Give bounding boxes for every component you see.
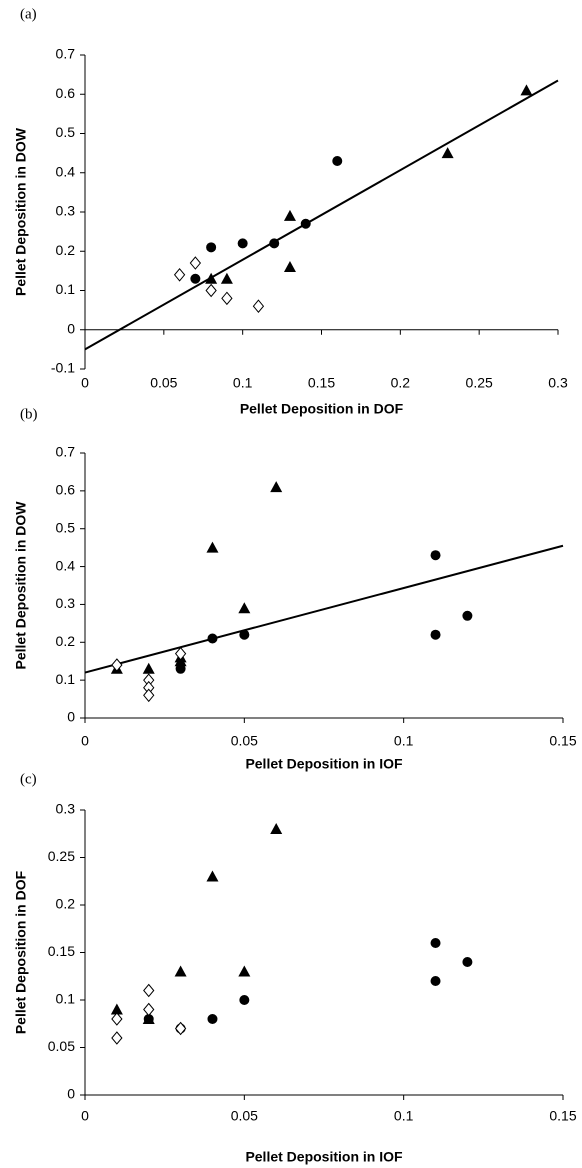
point-circle <box>239 995 250 1005</box>
trendline <box>84 79 559 351</box>
point-circle <box>239 629 250 640</box>
y-tick-label: 0.3 <box>56 801 76 817</box>
x-tick-label: 0.1 <box>233 375 253 391</box>
point-diamond <box>174 1021 187 1036</box>
x-tick-label: 0 <box>81 733 89 749</box>
point-triangle <box>520 84 533 96</box>
panel-label: (b) <box>20 406 38 422</box>
point-circle <box>462 610 473 621</box>
point-triangle <box>205 272 218 284</box>
x-tick-label: 0.1 <box>394 733 414 749</box>
y-tick-label: 0 <box>67 1086 75 1102</box>
point-circle <box>237 238 248 249</box>
point-circle <box>190 273 201 284</box>
point-diamond <box>143 983 155 998</box>
y-tick-label: 0.6 <box>56 482 76 498</box>
point-triangle <box>283 260 296 272</box>
point-circle <box>430 629 441 640</box>
point-triangle <box>142 1013 155 1024</box>
panel-label: (c) <box>20 771 37 787</box>
x-tick-label: 0.05 <box>231 733 258 749</box>
point-diamond <box>111 1031 123 1045</box>
point-circle <box>430 976 441 986</box>
x-axis-label: Pellet Deposition in IOF <box>245 756 403 772</box>
x-tick-label: 0.05 <box>150 375 177 391</box>
point-triangle <box>270 823 283 834</box>
x-tick-label: 0 <box>81 1108 89 1124</box>
point-diamond <box>111 1012 123 1026</box>
point-triangle <box>441 147 454 159</box>
y-tick-label: 0.6 <box>56 85 76 101</box>
point-triangle <box>283 209 296 221</box>
point-diamond <box>252 299 265 313</box>
x-tick-label: 0.3 <box>548 375 568 391</box>
point-circle <box>300 218 311 229</box>
y-tick-label: 0.2 <box>56 633 76 649</box>
point-triangle <box>142 662 155 674</box>
point-diamond <box>189 256 202 270</box>
y-tick-label: 0.4 <box>56 163 76 179</box>
y-tick-label: 0.25 <box>48 848 75 864</box>
y-tick-label: 0.1 <box>56 671 76 687</box>
point-circle <box>462 957 473 967</box>
trendline <box>84 544 564 674</box>
y-axis-label: Pellet Deposition in DOF <box>13 870 29 1034</box>
point-triangle <box>238 965 251 977</box>
y-tick-label: 0.4 <box>56 557 76 573</box>
point-triangle <box>110 1003 123 1015</box>
point-diamond <box>174 646 187 661</box>
y-tick-label: 0.1 <box>56 281 76 297</box>
x-tick-label: 0.1 <box>394 1108 414 1124</box>
panel-label: (a) <box>20 6 37 22</box>
y-tick-label: 0.2 <box>56 242 76 258</box>
x-tick-label: 0.15 <box>549 1108 576 1124</box>
y-tick-label: 0.2 <box>56 896 76 912</box>
x-tick-label: 0.15 <box>549 733 576 749</box>
y-tick-label: -0.1 <box>51 360 75 376</box>
point-diamond <box>205 283 217 298</box>
y-tick-label: 0.5 <box>56 519 76 535</box>
point-diamond <box>173 268 186 282</box>
point-circle <box>332 155 343 166</box>
point-circle <box>430 938 441 948</box>
point-circle <box>269 238 280 249</box>
point-diamond <box>111 658 123 672</box>
x-tick-label: 0 <box>81 375 89 391</box>
point-diamond <box>143 688 155 703</box>
y-tick-label: 0.05 <box>48 1038 75 1054</box>
y-tick-label: 0.3 <box>56 203 76 219</box>
y-tick-label: 0.1 <box>56 991 76 1007</box>
point-diamond <box>221 291 233 306</box>
point-circle <box>175 663 186 674</box>
x-tick-label: 0.2 <box>391 375 411 391</box>
point-triangle <box>270 481 283 493</box>
y-axis-label: Pellet Deposition in DOW <box>13 127 29 296</box>
point-triangle <box>220 272 233 284</box>
point-triangle <box>174 965 187 977</box>
point-circle <box>430 550 441 561</box>
y-tick-label: 0.5 <box>56 124 76 140</box>
point-circle <box>207 1014 218 1024</box>
point-circle <box>207 633 218 644</box>
point-triangle <box>206 541 219 553</box>
y-tick-label: 0.3 <box>56 595 76 611</box>
y-tick-label: 0 <box>67 320 75 336</box>
x-axis-label: Pellet Deposition in IOF <box>245 1149 403 1165</box>
point-triangle <box>206 870 219 882</box>
y-tick-label: 0.7 <box>56 444 76 460</box>
x-tick-label: 0.05 <box>231 1108 258 1124</box>
x-tick-label: 0.15 <box>308 375 335 391</box>
x-tick-label: 0.25 <box>466 375 493 391</box>
point-diamond <box>143 1002 155 1017</box>
point-circle <box>206 242 217 253</box>
y-tick-label: 0.7 <box>56 46 76 62</box>
y-tick-label: 0.15 <box>48 943 75 959</box>
y-axis-label: Pellet Deposition in DOW <box>13 501 29 670</box>
x-axis-label: Pellet Deposition in DOF <box>240 401 404 417</box>
y-tick-label: 0 <box>67 709 75 725</box>
point-triangle <box>238 602 251 614</box>
